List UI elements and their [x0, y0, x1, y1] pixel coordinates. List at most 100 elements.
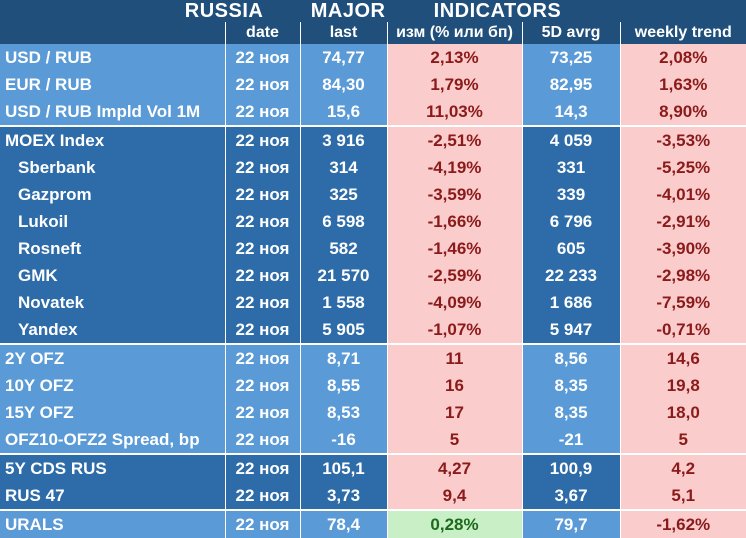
- row-last: 1 558: [300, 289, 388, 316]
- header-last: last: [300, 22, 388, 44]
- row-change: -1,66%: [387, 208, 523, 235]
- table-row: 10Y OFZ 22 ноя 8,55 16 8,35 19,8: [0, 372, 746, 399]
- row-last: 3 916: [300, 125, 388, 154]
- row-name: MOEX Index: [0, 125, 226, 154]
- row-name: Rosneft: [0, 235, 226, 262]
- table-row: 2Y OFZ 22 ноя 8,71 11 8,56 14,6: [0, 343, 746, 372]
- table-row: Yandex 22 ноя 5 905 -1,07% 5 947 -0,71%: [0, 316, 746, 344]
- row-change: 1,79%: [387, 71, 523, 98]
- row-change: -2,51%: [387, 125, 523, 154]
- row-name: USD / RUB: [0, 44, 226, 71]
- row-weekly-trend: 19,8: [620, 372, 746, 399]
- row-change: 16: [387, 372, 523, 399]
- row-name: EUR / RUB: [0, 71, 226, 98]
- row-5d-avg: 8,35: [522, 399, 621, 426]
- row-5d-avg: 8,35: [522, 372, 621, 399]
- row-change: -1,46%: [387, 235, 523, 262]
- row-date: 22 ноя: [225, 289, 301, 316]
- row-5d-avg: 22 233: [522, 262, 621, 289]
- row-weekly-trend: 14,6: [620, 343, 746, 372]
- row-5d-avg: 1 686: [522, 289, 621, 316]
- row-date: 22 ноя: [225, 509, 301, 538]
- row-name: Yandex: [0, 316, 226, 344]
- row-weekly-trend: -5,25%: [620, 154, 746, 181]
- row-name: URALS: [0, 509, 226, 538]
- row-weekly-trend: 2,08%: [620, 44, 746, 71]
- row-date: 22 ноя: [225, 98, 301, 126]
- row-date: 22 ноя: [225, 235, 301, 262]
- row-change: -2,59%: [387, 262, 523, 289]
- row-change: -4,19%: [387, 154, 523, 181]
- row-5d-avg: 82,95: [522, 71, 621, 98]
- indicators-table: date last изм (% или бп) 5D avrg weekly …: [0, 22, 746, 538]
- row-name: RUS 47: [0, 482, 226, 510]
- table-row: Rosneft 22 ноя 582 -1,46% 605 -3,90%: [0, 235, 746, 262]
- table-row: RUS 47 22 ноя 3,73 9,4 3,67 5,1: [0, 482, 746, 510]
- row-name: USD / RUB Impld Vol 1M: [0, 98, 226, 126]
- row-weekly-trend: 18,0: [620, 399, 746, 426]
- table-row: Gazprom 22 ноя 325 -3,59% 339 -4,01%: [0, 181, 746, 208]
- row-date: 22 ноя: [225, 181, 301, 208]
- row-last: 3,73: [300, 482, 388, 510]
- row-last: 5 905: [300, 316, 388, 344]
- header-date: date: [225, 22, 301, 44]
- row-5d-avg: 8,56: [522, 343, 621, 372]
- header-name: [0, 22, 226, 44]
- row-date: 22 ноя: [225, 372, 301, 399]
- row-date: 22 ноя: [225, 426, 301, 454]
- row-5d-avg: 79,7: [522, 509, 621, 538]
- table-row: GMK 22 ноя 21 570 -2,59% 22 233 -2,98%: [0, 262, 746, 289]
- row-name: GMK: [0, 262, 226, 289]
- row-last: 8,71: [300, 343, 388, 372]
- row-name: 10Y OFZ: [0, 372, 226, 399]
- row-date: 22 ноя: [225, 453, 301, 482]
- row-weekly-trend: -2,91%: [620, 208, 746, 235]
- row-change: -3,59%: [387, 181, 523, 208]
- row-5d-avg: -21: [522, 426, 621, 454]
- row-name: Novatek: [0, 289, 226, 316]
- table-row: URALS 22 ноя 78,4 0,28% 79,7 -1,62%: [0, 509, 746, 538]
- header-weekly-trend: weekly trend: [620, 22, 746, 44]
- row-weekly-trend: 8,90%: [620, 98, 746, 126]
- row-name: 15Y OFZ: [0, 399, 226, 426]
- row-date: 22 ноя: [225, 208, 301, 235]
- row-last: 8,53: [300, 399, 388, 426]
- row-name: 5Y CDS RUS: [0, 453, 226, 482]
- row-weekly-trend: -2,98%: [620, 262, 746, 289]
- row-last: 105,1: [300, 453, 388, 482]
- row-5d-avg: 5 947: [522, 316, 621, 344]
- table-row: Sberbank 22 ноя 314 -4,19% 331 -5,25%: [0, 154, 746, 181]
- row-5d-avg: 6 796: [522, 208, 621, 235]
- row-last: 6 598: [300, 208, 388, 235]
- table-row: Novatek 22 ноя 1 558 -4,09% 1 686 -7,59%: [0, 289, 746, 316]
- row-date: 22 ноя: [225, 399, 301, 426]
- row-5d-avg: 3,67: [522, 482, 621, 510]
- header-5d-avg: 5D avrg: [522, 22, 621, 44]
- row-weekly-trend: -1,62%: [620, 509, 746, 538]
- row-weekly-trend: 5,1: [620, 482, 746, 510]
- row-last: 84,30: [300, 71, 388, 98]
- row-date: 22 ноя: [225, 316, 301, 344]
- row-date: 22 ноя: [225, 71, 301, 98]
- table-row: USD / RUB Impld Vol 1M 22 ноя 15,6 11,03% 14…: [0, 98, 746, 126]
- row-change: 11,03%: [387, 98, 523, 126]
- sheet-title: RUSSIA MAJOR INDICATORS: [184, 0, 562, 22]
- row-weekly-trend: 5: [620, 426, 746, 454]
- row-5d-avg: 331: [522, 154, 621, 181]
- row-weekly-trend: -4,01%: [620, 181, 746, 208]
- row-change: 2,13%: [387, 44, 523, 71]
- row-weekly-trend: -7,59%: [620, 289, 746, 316]
- row-weekly-trend: 1,63%: [620, 71, 746, 98]
- row-change: 5: [387, 426, 523, 454]
- row-weekly-trend: 4,2: [620, 453, 746, 482]
- row-date: 22 ноя: [225, 125, 301, 154]
- row-name: 2Y OFZ: [0, 343, 226, 372]
- row-5d-avg: 100,9: [522, 453, 621, 482]
- table-row: USD / RUB 22 ноя 74,77 2,13% 73,25 2,08%: [0, 44, 746, 71]
- row-change: 4,27: [387, 453, 523, 482]
- row-5d-avg: 4 059: [522, 125, 621, 154]
- header-change: изм (% или бп): [387, 22, 523, 44]
- row-change: -1,07%: [387, 316, 523, 344]
- row-date: 22 ноя: [225, 343, 301, 372]
